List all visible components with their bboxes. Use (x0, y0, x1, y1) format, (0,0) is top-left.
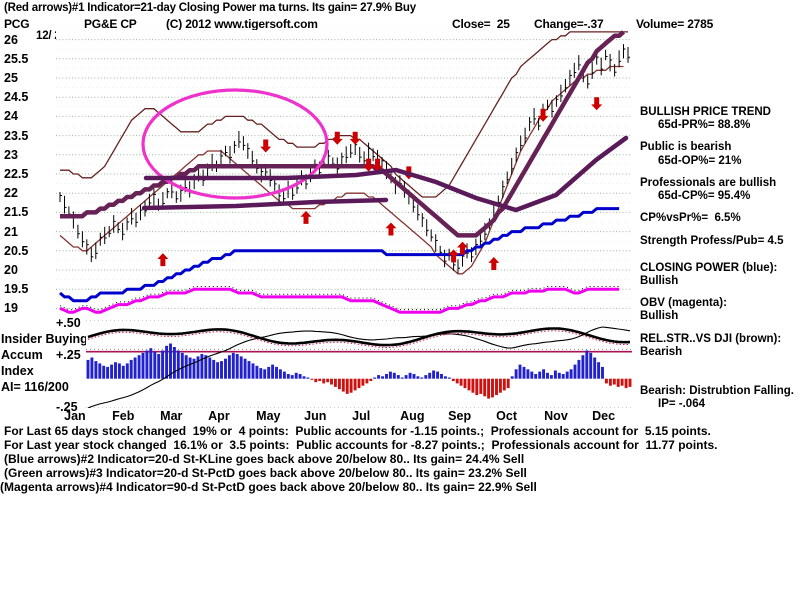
upper-band-line (60, 31, 628, 198)
strength-value: Strength Profess/Pub= 4.5 (640, 234, 784, 247)
accum-cumulative-line (87, 326, 631, 408)
chart-annotations (141, 88, 629, 213)
public-sentiment-value: 65d-OP%= 21% (658, 154, 742, 167)
month-label-jan: Jan (64, 409, 86, 423)
insider-buying-label: Insider Buying (1, 332, 88, 346)
distribution-title: Bearish: Distrubtion Falling. (640, 385, 794, 398)
price-change: Change=-.37 (534, 17, 604, 31)
y-axis-tick-25: 25 (4, 71, 18, 85)
y-axis-tick-19-5: 19.5 (4, 282, 29, 297)
obv-dotted-reference (59, 286, 620, 311)
purple-support-line (141, 197, 389, 211)
public-sentiment-block: Public is bearish 65d-OP%= 21% (640, 141, 800, 167)
month-label-may: May (256, 409, 281, 423)
footer-line-indicator-3: (Green arrows)#3 Indicator=20-d St-PctD … (4, 466, 527, 480)
ticker-symbol: PCG (4, 17, 30, 31)
month-label-aug: Aug (400, 409, 425, 423)
month-label-jun: Jun (304, 409, 327, 423)
magenta-ellipse-highlight (141, 88, 329, 200)
footer-line-indicator-2: (Blue arrows)#2 Indicator=20-d St-KLine … (4, 452, 525, 466)
company-name: PG&E CP (84, 17, 137, 31)
y-axis-tick-22: 22 (4, 186, 18, 201)
index-label: Index (1, 364, 34, 378)
accum-upper-curves (87, 327, 631, 349)
y-axis-tick-24: 24 (4, 109, 18, 124)
accum-label: Accum (1, 348, 43, 362)
obv-block: OBV (magenta): Bullish (640, 297, 800, 323)
month-label-nov: Nov (544, 409, 568, 423)
accum-axis-plus25: +.25 (56, 348, 81, 362)
accumulation-index-svg (86, 320, 632, 408)
obv-status: Bullish (640, 310, 679, 323)
closing-power-title: CLOSING POWER (blue): (640, 261, 778, 274)
footer-line-indicator-4: (Magenta arrows)#4 Indicator=90-d St-Pct… (0, 480, 537, 494)
relative-strength-block: REL.STR..VS DJI (brown): Bearish (640, 333, 800, 359)
price-moving-average (60, 30, 625, 238)
price-trend-value: 65d-PR%= 88.8% (658, 119, 751, 132)
month-label-oct: Oct (496, 409, 517, 423)
relative-strength-title: REL.STR..VS DJI (brown): (640, 332, 782, 345)
professional-sentiment-block: Professionals are bullish 65d-CP%= 95.4% (640, 177, 800, 203)
y-axis-tick-21-5: 21.5 (4, 205, 29, 220)
price-chart-svg (56, 30, 632, 318)
y-axis-tick-22-5: 22.5 (4, 167, 29, 181)
distribution-block: Bearish: Distrubtion Falling. IP= -.064 (640, 385, 800, 411)
ip-value: IP= -.064 (658, 398, 705, 411)
month-label-apr: Apr (208, 409, 230, 423)
cp-vs-pr-block: CP%vsPr%= 6.5% (640, 212, 800, 225)
obv-title: OBV (magenta): (640, 297, 727, 310)
ai-value-label: AI= 116/200 (1, 380, 69, 394)
price-chart-plot (56, 30, 632, 318)
accum-axis-plus50: +.50 (56, 316, 81, 330)
closing-power-line (59, 207, 620, 303)
footer-line-last-year: For Last year stock changed 16.1% or 3.5… (4, 438, 718, 452)
public-sentiment-title: Public is bearish (640, 141, 732, 154)
y-axis-tick-19: 19 (4, 301, 18, 316)
y-axis-tick-25-5: 25.5 (4, 51, 29, 66)
y-axis-tick-20: 20 (4, 263, 18, 277)
copyright-notice: (C) 2012 www.tigersoft.com (166, 17, 318, 31)
month-label-mar: Mar (160, 409, 183, 423)
y-axis-tick-20-5: 20.5 (4, 243, 29, 258)
price-trend-block: BULLISH PRICE TREND 65d-PR%= 88.8% (640, 106, 800, 132)
obv-line (59, 287, 620, 314)
professional-sentiment-title: Professionals are bullish (640, 176, 777, 189)
closing-power-block: CLOSING POWER (blue): Bullish (640, 262, 800, 288)
accum-axis-minus25: -.25 (56, 400, 78, 414)
accumulation-index-panel (86, 320, 632, 408)
strength-block: Strength Profess/Pub= 4.5 (640, 235, 800, 248)
cp-vs-pr-value: CP%vsPr%= 6.5% (640, 212, 741, 225)
price-trend-title: BULLISH PRICE TREND (640, 106, 771, 118)
y-axis-tick-23: 23 (4, 147, 18, 162)
relative-strength-status: Bearish (640, 345, 683, 358)
indicator-summary-panel: BULLISH PRICE TREND 65d-PR%= 88.8% Publi… (640, 106, 800, 421)
month-label-sep: Sep (448, 409, 472, 423)
y-axis-tick-24-5: 24.5 (4, 90, 29, 105)
indicator-1-header: (Red arrows)#1 Indicator=21-day Closing … (4, 2, 416, 14)
purple-resistance-line (143, 135, 629, 213)
closing-power-status: Bullish (640, 274, 679, 287)
close-price: Close= 25 (452, 17, 510, 31)
accum-histogram-bars (86, 343, 632, 399)
y-axis-tick-26: 26 (4, 32, 18, 47)
y-axis-tick-23-5: 23.5 (4, 128, 29, 143)
professional-sentiment-value: 65d-CP%= 95.4% (658, 190, 751, 203)
y-axis-tick-21: 21 (4, 224, 18, 239)
footer-line-65-days: For Last 65 days stock changed 19% or 4 … (4, 424, 711, 438)
month-label-dec: Dec (592, 409, 616, 423)
volume-value: Volume= 2785 (636, 17, 714, 31)
month-label-feb: Feb (112, 409, 135, 423)
month-label-jul: Jul (352, 409, 371, 423)
